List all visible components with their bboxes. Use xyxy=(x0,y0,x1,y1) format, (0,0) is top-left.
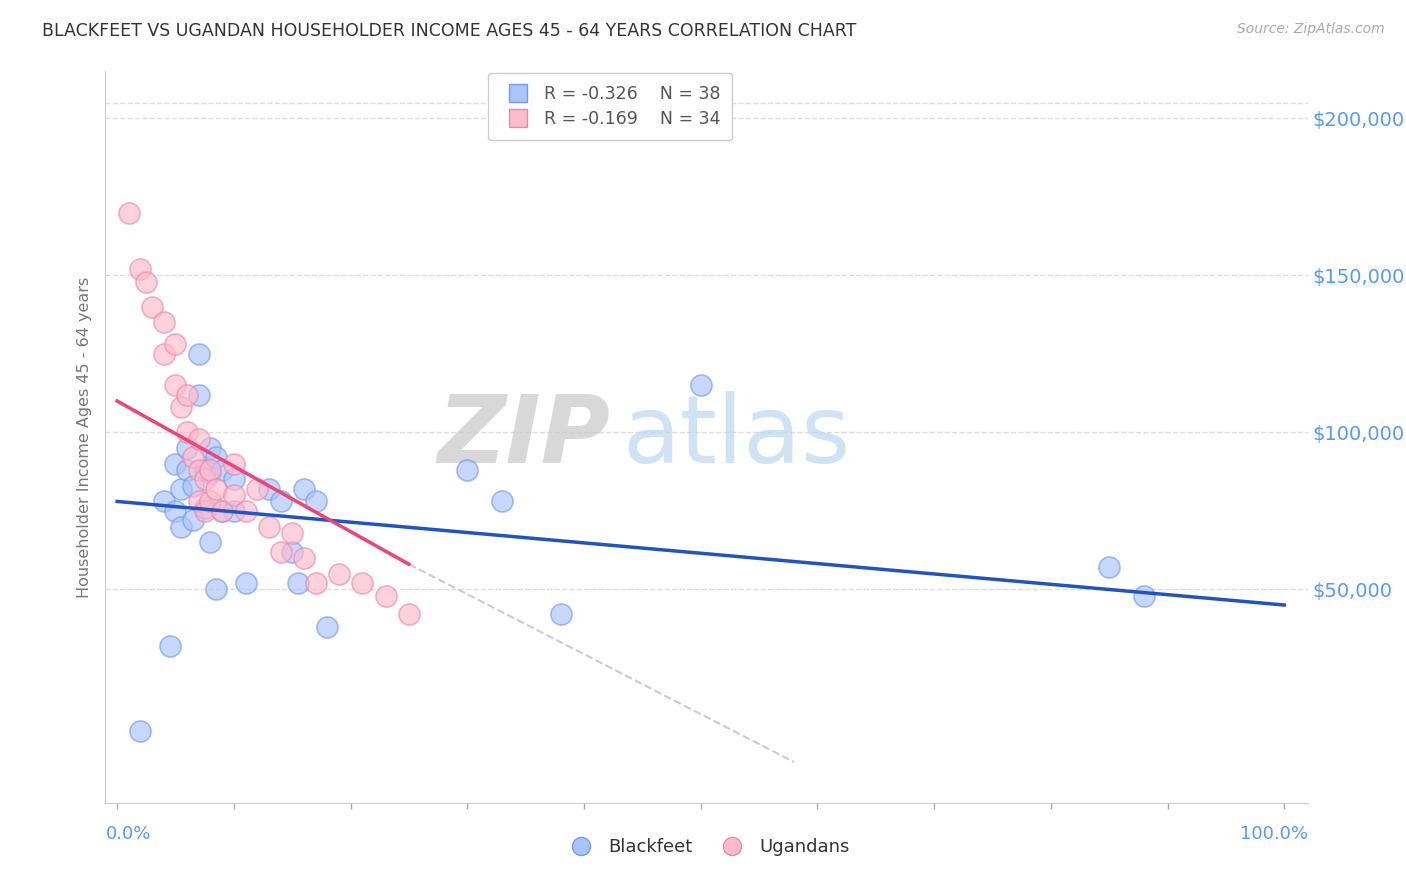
Point xyxy=(235,576,257,591)
Point xyxy=(1133,589,1156,603)
Point xyxy=(165,378,187,392)
Point xyxy=(165,504,187,518)
Point xyxy=(205,450,228,465)
Text: atlas: atlas xyxy=(623,391,851,483)
Point xyxy=(257,519,280,533)
Point xyxy=(129,262,152,277)
Point xyxy=(200,463,222,477)
Point xyxy=(159,639,181,653)
Point xyxy=(181,513,204,527)
Point xyxy=(211,504,233,518)
Point xyxy=(456,463,478,477)
Point xyxy=(170,401,193,415)
Point xyxy=(170,482,193,496)
Y-axis label: Householder Income Ages 45 - 64 years: Householder Income Ages 45 - 64 years xyxy=(76,277,91,598)
Text: BLACKFEET VS UGANDAN HOUSEHOLDER INCOME AGES 45 - 64 YEARS CORRELATION CHART: BLACKFEET VS UGANDAN HOUSEHOLDER INCOME … xyxy=(42,22,856,40)
Point xyxy=(129,723,152,738)
Point xyxy=(141,300,163,314)
Point xyxy=(153,316,176,330)
Point xyxy=(181,479,204,493)
Point xyxy=(165,457,187,471)
Point xyxy=(352,576,374,591)
Point xyxy=(257,482,280,496)
Point xyxy=(200,535,222,549)
Point xyxy=(200,441,222,455)
Point xyxy=(187,432,209,446)
Point xyxy=(200,494,222,508)
Point xyxy=(222,473,245,487)
Point xyxy=(491,494,513,508)
Point xyxy=(194,463,217,477)
Text: 100.0%: 100.0% xyxy=(1240,825,1308,843)
Point xyxy=(550,607,572,622)
Point xyxy=(187,387,209,401)
Point xyxy=(194,473,217,487)
Legend: Blackfeet, Ugandans: Blackfeet, Ugandans xyxy=(555,830,858,863)
Point xyxy=(292,482,315,496)
Text: Source: ZipAtlas.com: Source: ZipAtlas.com xyxy=(1237,22,1385,37)
Point xyxy=(194,500,217,515)
Point xyxy=(118,205,141,219)
Point xyxy=(176,387,198,401)
Point xyxy=(222,457,245,471)
Point xyxy=(689,378,711,392)
Point xyxy=(181,450,204,465)
Point xyxy=(270,544,292,558)
Point xyxy=(153,347,176,361)
Point xyxy=(222,488,245,502)
Point xyxy=(316,620,339,634)
Point xyxy=(211,504,233,518)
Point xyxy=(135,275,157,289)
Point xyxy=(176,425,198,440)
Point xyxy=(187,494,209,508)
Point xyxy=(211,463,233,477)
Point xyxy=(1098,560,1121,574)
Point xyxy=(235,504,257,518)
Point xyxy=(176,441,198,455)
Point xyxy=(287,576,309,591)
Point xyxy=(205,582,228,597)
Point xyxy=(165,337,187,351)
Point xyxy=(205,482,228,496)
Point xyxy=(281,544,304,558)
Point xyxy=(328,566,350,581)
Point xyxy=(187,463,209,477)
Point xyxy=(222,504,245,518)
Point xyxy=(153,494,176,508)
Text: ZIP: ZIP xyxy=(437,391,610,483)
Point xyxy=(170,519,193,533)
Point xyxy=(187,347,209,361)
Point xyxy=(398,607,420,622)
Point xyxy=(194,504,217,518)
Point xyxy=(374,589,396,603)
Text: 0.0%: 0.0% xyxy=(105,825,150,843)
Point xyxy=(246,482,269,496)
Point xyxy=(304,576,326,591)
Point xyxy=(281,525,304,540)
Point xyxy=(304,494,326,508)
Point xyxy=(176,463,198,477)
Point xyxy=(292,550,315,565)
Point xyxy=(270,494,292,508)
Point xyxy=(200,466,222,480)
